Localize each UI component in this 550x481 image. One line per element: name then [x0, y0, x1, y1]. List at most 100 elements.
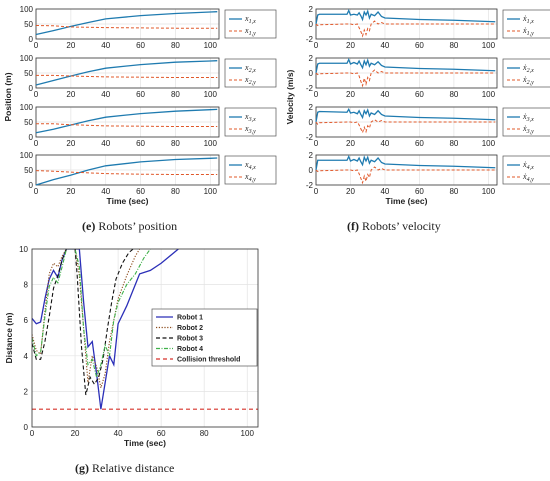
legend-subscript: 1,y: [527, 31, 535, 37]
legend-label: x4,y: [244, 172, 256, 183]
x-tick-label: 40: [101, 41, 110, 50]
legend-symbol: x: [244, 160, 249, 169]
legend-symbol: ẋ: [522, 26, 527, 35]
x-tick-label: 20: [71, 429, 80, 438]
x-tick-label: 40: [101, 187, 110, 196]
x-tick-label: 0: [34, 187, 39, 196]
y-tick-label: 0: [309, 69, 314, 78]
series-line-2-2: [36, 74, 218, 78]
legend-label: x4,x: [244, 160, 256, 171]
legend-symbol: x: [244, 112, 249, 121]
series-line-3-1: [315, 107, 496, 123]
x-tick-label: 20: [66, 41, 75, 50]
x-tick-label: 60: [136, 187, 145, 196]
legend-symbol: ẋ: [522, 14, 527, 23]
x-axis-label: Time (sec): [107, 196, 149, 206]
y-tick-label: 50: [24, 69, 33, 78]
legend-subscript: 1,y: [249, 31, 257, 37]
legend-symbol: ẋ: [522, 124, 527, 133]
legend-subscript: 2,x: [527, 68, 535, 74]
series-line-4: [32, 249, 151, 380]
legend-label: x2,y: [244, 75, 256, 86]
legend-label: Collision threshold: [177, 357, 240, 364]
y-tick-label: 0: [29, 84, 34, 93]
y-tick-label: -2: [306, 84, 314, 93]
legend-subscript: 3,x: [526, 117, 535, 123]
y-tick-label: 100: [20, 151, 34, 160]
x-tick-label: 80: [171, 187, 180, 196]
legend-label: x3,y: [244, 124, 256, 135]
x-tick-label: 0: [34, 41, 39, 50]
x-tick-label: 80: [171, 90, 180, 99]
x-tick-label: 80: [200, 429, 209, 438]
series-line-2-1: [35, 60, 218, 86]
caption-f: (f) Robots’ velocity: [347, 219, 441, 233]
x-tick-label: 40: [101, 90, 110, 99]
subplot-4: 0 50 100 0 20 40 60 80 100 x4,xx4,y: [20, 151, 277, 196]
legend-label: x1,x: [244, 14, 256, 25]
legend-label: ẋ1,x: [522, 14, 534, 25]
y-tick-label: 0: [309, 20, 314, 29]
legend-label: ẋ4,x: [522, 160, 534, 171]
x-tick-label: 60: [415, 41, 424, 50]
series-line-4-1: [315, 154, 496, 171]
x-tick-label: 60: [136, 41, 145, 50]
x-tick-label: 100: [482, 41, 496, 50]
legend-box: [502, 155, 550, 185]
legend-symbol: ẋ: [522, 63, 527, 72]
legend-subscript: 1,x: [527, 19, 535, 25]
x-tick-label: 80: [449, 90, 458, 99]
x-tick-label: 60: [157, 429, 166, 438]
legend-label: Robot 1: [177, 315, 203, 322]
legend-label: Robot 4: [177, 346, 203, 353]
legend-subscript: 2,y: [249, 80, 257, 86]
legend-label: Robot 3: [177, 336, 203, 343]
axes-frame: [31, 248, 259, 428]
y-tick-label: 50: [24, 118, 33, 127]
y-tick-label: 2: [24, 387, 29, 396]
x-tick-label: 60: [415, 187, 424, 196]
x-tick-label: 20: [66, 187, 75, 196]
y-tick-label: 2: [309, 5, 314, 14]
y-tick-label: 2: [309, 103, 314, 112]
y-tick-label: 100: [20, 5, 34, 14]
legend-box: [224, 9, 277, 39]
y-tick-label: 0: [24, 423, 29, 432]
legend-box: [502, 9, 550, 39]
legend-subscript: 4,x: [527, 164, 535, 171]
x-tick-label: 20: [66, 90, 75, 99]
legend-symbol: x: [244, 124, 249, 133]
legend-symbol: x: [244, 172, 249, 181]
axes-frame: [35, 154, 220, 186]
y-tick-label: 10: [19, 245, 28, 254]
legend-subscript: 2,x: [249, 68, 257, 74]
legend-symbol: x: [244, 14, 249, 23]
legend-box: [224, 155, 277, 185]
x-tick-label: 40: [380, 90, 389, 99]
y-tick-label: 50: [24, 166, 33, 175]
series-line-4-2: [315, 166, 496, 185]
legend-symbol: ẋ: [522, 112, 527, 121]
legend-subscript: 3,y: [248, 129, 257, 135]
y-tick-label: 50: [24, 20, 33, 29]
legend-box: [502, 58, 550, 88]
y-tick-label: -2: [306, 35, 314, 44]
x-tick-label: 80: [449, 41, 458, 50]
x-tick-label: 80: [449, 139, 458, 148]
legend-subscript: 3,x: [248, 117, 257, 123]
legend-label: ẋ3,x: [522, 112, 534, 123]
x-tick-label: 0: [30, 429, 35, 438]
y-tick-label: 0: [309, 118, 314, 127]
x-tick-label: 60: [415, 139, 424, 148]
distance-panel: 0 20 40 60 80 100 0 2 4 6 8 10 Robot 1 Robot 2 Robot 3…: [4, 245, 259, 448]
legend-label: ẋ2,y: [522, 75, 534, 86]
x-tick-label: 20: [346, 90, 355, 99]
series-line-1: [32, 249, 179, 410]
series-line-4-1: [35, 157, 218, 186]
